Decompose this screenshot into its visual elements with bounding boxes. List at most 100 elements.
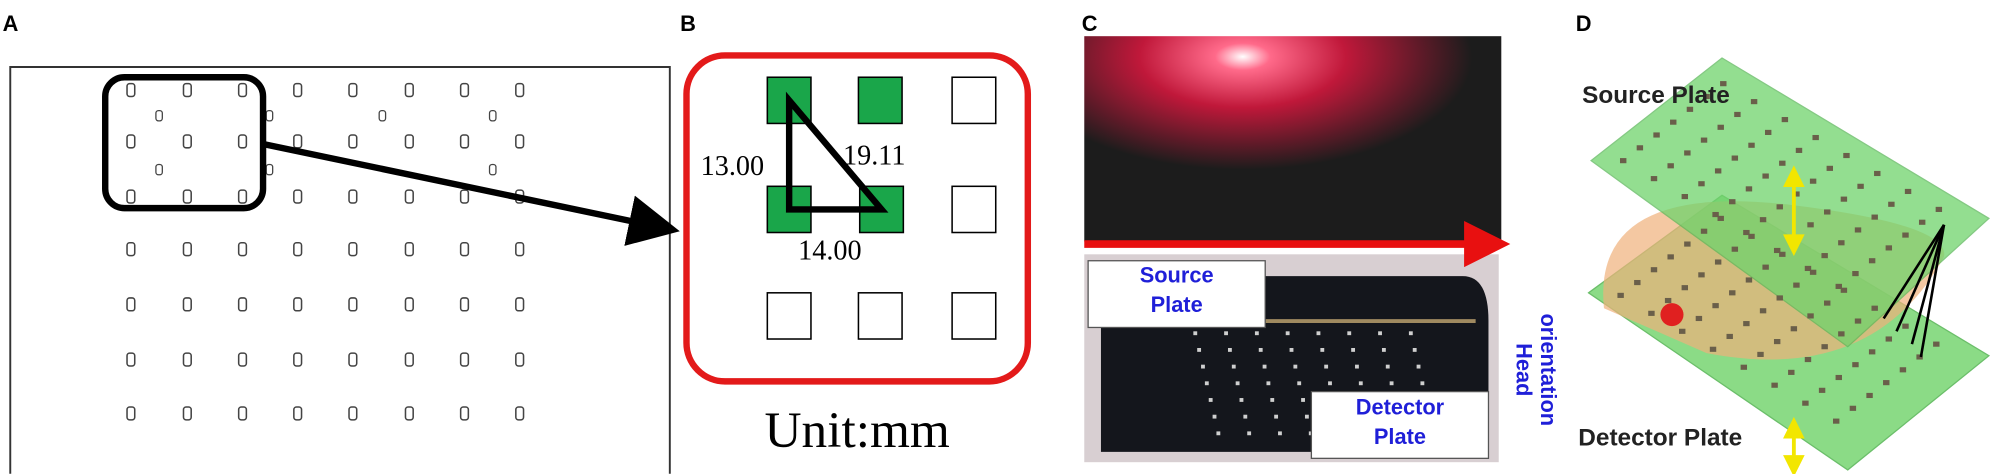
optode (459, 297, 470, 312)
optode (1762, 264, 1769, 270)
optode (293, 297, 303, 312)
optode (1270, 398, 1275, 402)
optode (1918, 219, 1926, 225)
optode (1262, 364, 1267, 369)
optode (1717, 124, 1724, 130)
optode (1714, 168, 1722, 174)
optode (293, 352, 303, 367)
optode (1748, 233, 1755, 239)
optode (348, 242, 358, 257)
optode (1781, 117, 1789, 123)
optode (1208, 398, 1213, 402)
optode (1204, 381, 1209, 386)
distance-lines (785, 91, 889, 213)
optode (1843, 152, 1850, 159)
optode (1824, 300, 1831, 306)
optode (1324, 364, 1329, 369)
optode (488, 163, 497, 176)
optode (1650, 267, 1658, 273)
optode (1740, 364, 1748, 370)
optode (459, 189, 470, 204)
optode (1804, 356, 1812, 363)
optode (237, 406, 248, 421)
optode (1717, 215, 1724, 221)
optode (1857, 183, 1864, 189)
optode (1835, 374, 1842, 381)
optode (1802, 400, 1809, 406)
optode (1216, 431, 1221, 436)
zoom-frame (683, 52, 1032, 385)
optode (1795, 147, 1803, 153)
optode (1681, 194, 1689, 200)
optode (1809, 269, 1817, 275)
optode (404, 82, 414, 98)
distance-label: 19.11 (843, 141, 905, 172)
optode (1247, 431, 1252, 436)
optode (1821, 253, 1828, 259)
optode (404, 134, 414, 149)
optode (404, 242, 414, 257)
optode (1883, 380, 1890, 386)
optode (1838, 240, 1845, 246)
optode (1227, 347, 1232, 352)
optode (1355, 364, 1359, 369)
optode (237, 352, 248, 367)
optode (515, 82, 525, 98)
optode (1790, 326, 1798, 332)
highlight-box (102, 74, 267, 212)
optode (1888, 201, 1895, 207)
optode (488, 109, 497, 122)
optode (1297, 381, 1302, 386)
optode (1193, 331, 1198, 336)
optode (182, 82, 192, 98)
optode (1681, 285, 1689, 291)
optode (1840, 196, 1848, 202)
optode (1712, 303, 1719, 309)
optode (1788, 369, 1795, 375)
optode (515, 297, 525, 312)
optode (1809, 178, 1817, 184)
optode (1320, 347, 1325, 352)
optode (1416, 364, 1421, 369)
optode (1648, 310, 1655, 316)
optode (1902, 232, 1909, 238)
optode (1764, 129, 1772, 135)
optode (1871, 305, 1878, 311)
optode (1734, 111, 1741, 118)
optode (1933, 341, 1940, 347)
optode (1212, 414, 1217, 419)
optode (1726, 333, 1733, 340)
optode (404, 352, 414, 367)
optode (293, 82, 303, 98)
optode (265, 163, 274, 176)
label-box (1087, 260, 1266, 329)
optode (459, 134, 470, 149)
detector-plate-label: Detector Plate (1578, 425, 1742, 452)
detector-label: Detector (1356, 395, 1445, 420)
optode (515, 134, 525, 149)
optode (182, 352, 192, 367)
optode (182, 134, 192, 149)
optode (237, 82, 248, 98)
optode (1695, 315, 1703, 322)
optode (1235, 381, 1240, 386)
optode (1745, 277, 1753, 283)
optode (1885, 245, 1893, 251)
optode (1412, 347, 1417, 352)
optode (459, 406, 470, 421)
optode (1731, 155, 1739, 161)
optode (1743, 321, 1750, 327)
optode (1679, 328, 1686, 334)
optode (265, 109, 274, 122)
optode (1239, 398, 1244, 402)
optode (1852, 362, 1859, 368)
optode (1698, 181, 1705, 187)
source-label: Plate (1151, 292, 1203, 317)
optode (1902, 323, 1909, 329)
optode (348, 297, 358, 312)
optode (1904, 188, 1912, 195)
optode (1686, 106, 1694, 112)
optode (1807, 222, 1814, 228)
optode (237, 189, 248, 204)
optode (1667, 254, 1674, 260)
